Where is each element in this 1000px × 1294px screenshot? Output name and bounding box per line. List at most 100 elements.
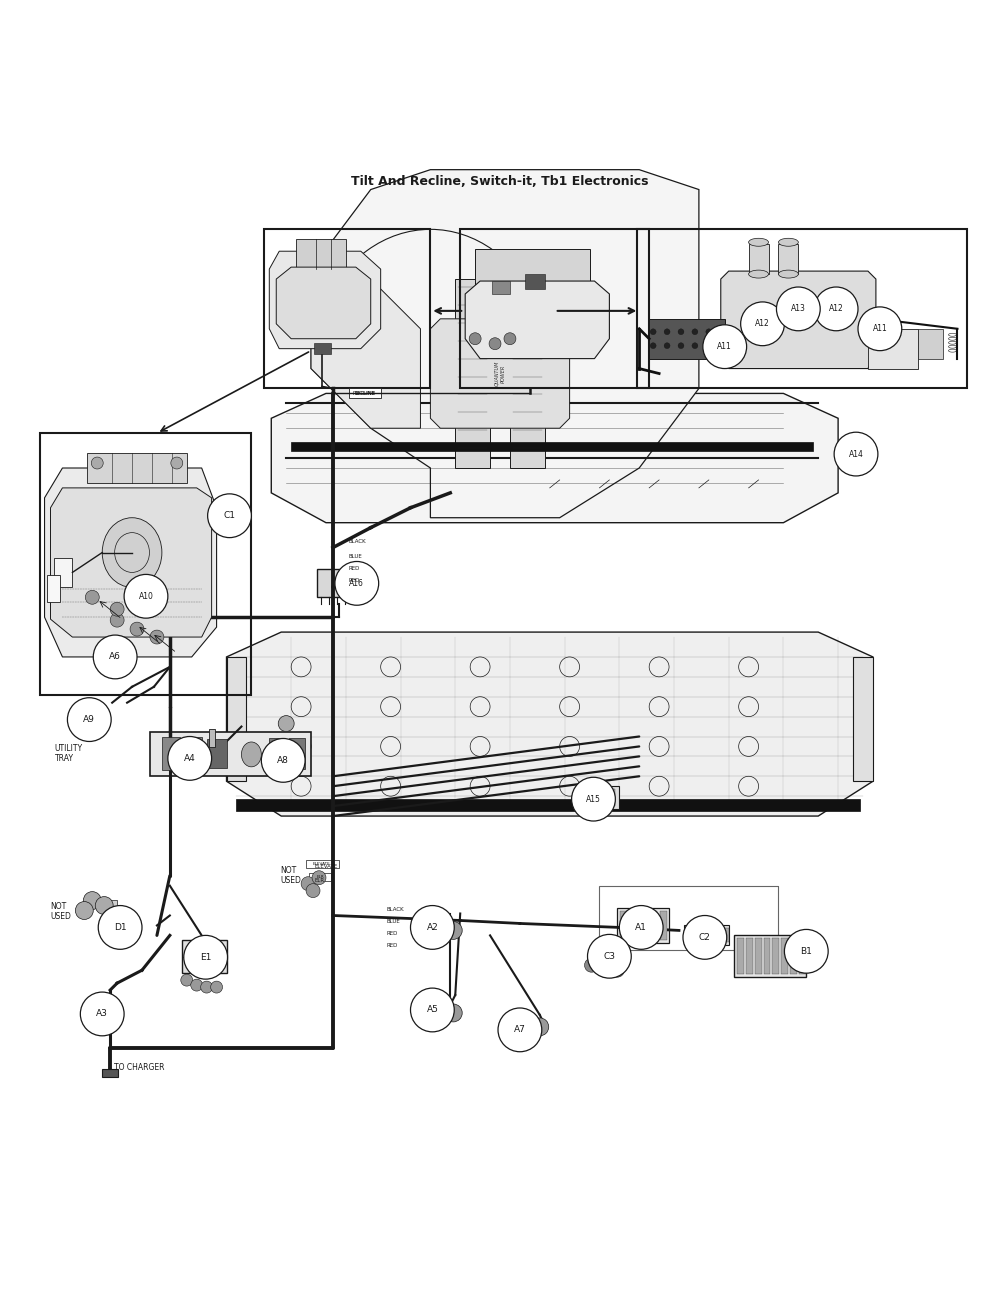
Circle shape	[306, 884, 320, 898]
Circle shape	[650, 343, 656, 348]
Text: BLUE: BLUE	[349, 554, 363, 559]
Circle shape	[261, 739, 305, 783]
Circle shape	[469, 333, 481, 344]
Circle shape	[597, 963, 611, 977]
Circle shape	[124, 575, 168, 619]
Polygon shape	[45, 468, 217, 657]
Text: ELR: ELR	[316, 875, 324, 879]
Polygon shape	[918, 329, 943, 358]
Ellipse shape	[778, 270, 798, 278]
Polygon shape	[314, 343, 331, 353]
Bar	[599, 885, 778, 950]
Text: UTILITY
TRAY: UTILITY TRAY	[54, 744, 83, 763]
Text: C2: C2	[699, 933, 711, 942]
Polygon shape	[705, 928, 711, 942]
Polygon shape	[269, 739, 285, 770]
Bar	[637, 229, 967, 388]
Polygon shape	[600, 789, 606, 806]
Polygon shape	[583, 789, 589, 806]
Polygon shape	[721, 272, 876, 369]
Polygon shape	[227, 631, 873, 817]
Bar	[734, 936, 806, 977]
Text: A16: A16	[349, 578, 364, 587]
Bar	[749, 245, 769, 274]
Text: ELR: ELR	[314, 879, 324, 884]
Circle shape	[498, 1008, 542, 1052]
Text: RECLINE: RECLINE	[353, 391, 376, 396]
Bar	[182, 941, 227, 973]
Polygon shape	[620, 911, 627, 941]
Text: BLACK: BLACK	[387, 907, 404, 912]
Polygon shape	[799, 938, 806, 974]
Circle shape	[610, 963, 624, 977]
Text: A7: A7	[514, 1025, 526, 1034]
Polygon shape	[492, 281, 510, 294]
Text: A8: A8	[277, 756, 289, 765]
Text: RED: RED	[349, 578, 360, 582]
Polygon shape	[47, 576, 60, 602]
Polygon shape	[87, 899, 117, 907]
Circle shape	[130, 622, 144, 637]
Circle shape	[83, 892, 101, 910]
Circle shape	[85, 590, 99, 604]
Bar	[599, 885, 778, 950]
Circle shape	[208, 494, 251, 537]
Polygon shape	[276, 267, 371, 339]
Bar	[617, 907, 669, 943]
Circle shape	[858, 307, 902, 351]
Text: RED: RED	[349, 565, 360, 571]
Polygon shape	[714, 928, 720, 942]
Circle shape	[411, 906, 454, 950]
Polygon shape	[51, 488, 212, 637]
Polygon shape	[296, 239, 346, 269]
Circle shape	[110, 602, 124, 616]
Circle shape	[692, 329, 698, 335]
Text: A3: A3	[96, 1009, 108, 1018]
Text: A4: A4	[184, 754, 196, 763]
Polygon shape	[630, 911, 637, 941]
Polygon shape	[269, 251, 381, 348]
Circle shape	[171, 457, 183, 468]
Circle shape	[741, 302, 784, 345]
Text: ELEVATE: ELEVATE	[313, 862, 331, 866]
Circle shape	[650, 329, 656, 335]
Polygon shape	[746, 938, 753, 974]
Polygon shape	[525, 274, 545, 289]
Circle shape	[588, 934, 631, 978]
Polygon shape	[236, 800, 860, 811]
Polygon shape	[227, 657, 246, 782]
Bar	[460, 229, 649, 388]
Circle shape	[181, 974, 193, 986]
Circle shape	[585, 959, 598, 972]
Text: NOT
USED: NOT USED	[51, 902, 71, 921]
Polygon shape	[289, 739, 305, 770]
Text: C3: C3	[603, 952, 615, 960]
Circle shape	[703, 325, 747, 369]
Circle shape	[814, 287, 858, 331]
Text: A6: A6	[109, 652, 121, 661]
Circle shape	[706, 329, 712, 335]
Text: Tilt And Recline, Switch-it, Tb1 Electronics: Tilt And Recline, Switch-it, Tb1 Electro…	[351, 175, 649, 188]
Text: B1: B1	[800, 947, 812, 956]
Ellipse shape	[241, 741, 261, 767]
Polygon shape	[737, 938, 744, 974]
Bar	[264, 229, 430, 388]
Text: A10: A10	[139, 591, 153, 600]
Circle shape	[572, 778, 615, 820]
Bar	[306, 859, 339, 868]
Circle shape	[692, 343, 698, 348]
Bar	[778, 245, 798, 274]
Circle shape	[444, 1004, 462, 1022]
Text: A14: A14	[849, 449, 863, 458]
Text: A11: A11	[873, 325, 887, 334]
Circle shape	[150, 630, 164, 644]
Polygon shape	[649, 318, 725, 358]
Circle shape	[776, 287, 820, 331]
Polygon shape	[591, 789, 597, 806]
Polygon shape	[650, 911, 657, 941]
Bar	[580, 787, 619, 809]
Circle shape	[504, 333, 516, 344]
Polygon shape	[510, 280, 545, 468]
Text: A12: A12	[755, 320, 770, 329]
Polygon shape	[687, 928, 693, 942]
